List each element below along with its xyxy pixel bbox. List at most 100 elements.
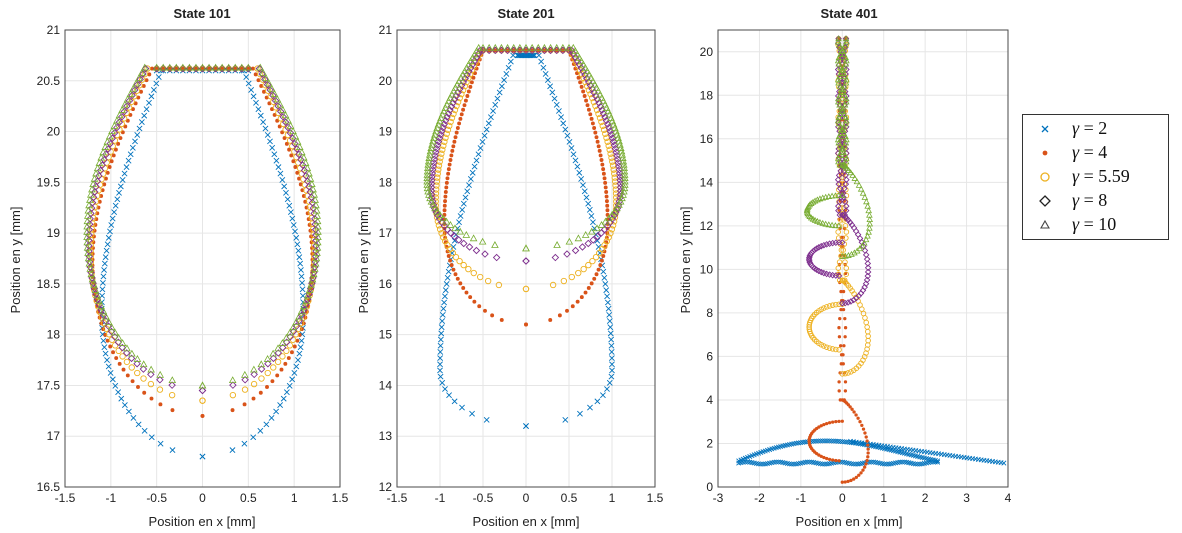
data-point [803, 207, 811, 214]
legend-item: γ = 5.59 [1023, 165, 1168, 189]
data-point [606, 311, 613, 318]
data-point [108, 127, 116, 135]
data-point [442, 208, 447, 213]
data-point [87, 209, 95, 218]
data-point [596, 249, 603, 257]
data-point [199, 453, 206, 460]
data-point [308, 275, 317, 283]
data-point [107, 323, 116, 331]
data-point [429, 158, 438, 167]
data-point [601, 217, 610, 225]
data-point [836, 142, 844, 149]
data-point [523, 423, 529, 429]
data-point [820, 438, 826, 444]
data-point [451, 144, 456, 149]
x-tick-label: -1.5 [387, 491, 408, 505]
data-point [607, 150, 614, 157]
data-point [863, 350, 869, 356]
data-point [853, 294, 860, 302]
data-point [443, 194, 448, 199]
data-point [935, 458, 941, 464]
data-point [840, 247, 846, 253]
data-point [834, 458, 838, 463]
data-point [575, 53, 584, 61]
data-point [108, 134, 117, 143]
data-point [243, 74, 250, 80]
data-point [291, 139, 299, 148]
data-point [492, 253, 501, 262]
data-point [549, 89, 556, 96]
data-point [823, 344, 830, 350]
data-point [258, 70, 266, 78]
data-point [434, 120, 443, 128]
data-point [148, 93, 155, 100]
data-point [172, 63, 181, 71]
data-point [837, 419, 841, 424]
data-point [586, 81, 595, 90]
legend-marker [1039, 195, 1051, 207]
data-point [299, 279, 306, 286]
data-point [580, 265, 587, 273]
data-point [840, 142, 848, 149]
data-point [305, 169, 313, 177]
data-point [229, 381, 237, 389]
data-point [242, 402, 247, 407]
data-point [84, 254, 93, 262]
data-point [548, 317, 553, 322]
y-tick-label: 2 [706, 436, 713, 450]
x-tick-label: 1 [880, 491, 887, 505]
data-point [840, 63, 848, 70]
x-tick-label: 3 [963, 491, 970, 505]
data-point [838, 96, 845, 102]
data-point [840, 96, 846, 102]
data-point [85, 201, 93, 209]
data-point [443, 199, 448, 204]
data-point [286, 129, 295, 137]
data-point [581, 63, 590, 71]
data-point [516, 46, 524, 55]
data-point [101, 143, 110, 150]
data-point [839, 289, 843, 294]
data-point [843, 265, 850, 271]
data-point [113, 123, 121, 132]
data-point [286, 382, 293, 389]
data-point [834, 66, 842, 73]
data-point [758, 461, 764, 467]
data-point [84, 249, 92, 256]
data-point [593, 232, 602, 241]
data-point [522, 244, 530, 252]
data-point [608, 154, 615, 161]
data-point [601, 274, 608, 281]
data-point [832, 272, 840, 279]
data-point [837, 217, 844, 223]
data-point [497, 43, 506, 51]
data-point [90, 251, 95, 256]
data-point [99, 279, 106, 286]
y-tick-label: 18.5 [37, 277, 61, 291]
data-point [899, 459, 905, 465]
data-point [590, 121, 595, 126]
data-point [835, 271, 842, 277]
data-point [608, 373, 615, 380]
data-point [429, 162, 437, 170]
data-point [262, 74, 270, 82]
x-tick-label: -1 [105, 491, 116, 505]
data-point [92, 169, 100, 177]
data-point [113, 147, 118, 152]
x-axis-label: Position en x [mm] [473, 514, 580, 529]
data-point [838, 107, 845, 114]
data-point [429, 200, 437, 208]
data-point [605, 203, 610, 208]
data-point [432, 202, 439, 209]
data-point [123, 344, 131, 352]
data-point [435, 117, 444, 125]
data-point [452, 253, 460, 261]
y-tick-label: 18 [700, 88, 714, 102]
data-point [499, 317, 504, 322]
circle-marker-icon [1040, 172, 1050, 182]
data-point [538, 58, 545, 65]
data-point [589, 77, 597, 85]
panel-title: State 101 [173, 6, 230, 21]
data-point [444, 97, 453, 105]
data-point [125, 408, 132, 415]
